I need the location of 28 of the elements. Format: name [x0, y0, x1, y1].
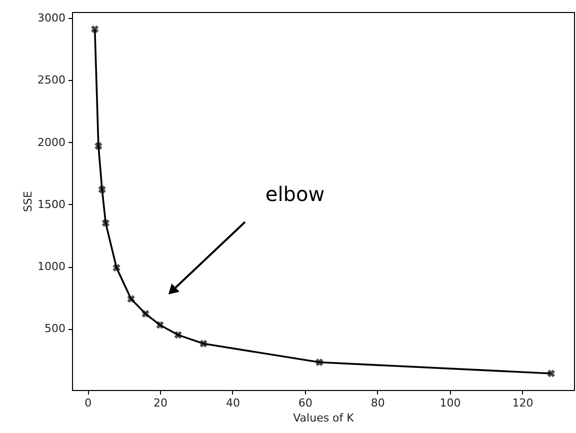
x-tick-label: 120 — [512, 396, 534, 410]
x-tick-label: 0 — [84, 396, 92, 410]
annotation: elbow — [265, 182, 325, 206]
x-tick-label: 60 — [298, 396, 312, 410]
x-tick-label: 20 — [154, 396, 168, 410]
point — [316, 358, 324, 366]
point — [156, 321, 164, 329]
y-tick-label: 1000 — [38, 260, 66, 274]
x-tick-label: 40 — [226, 396, 240, 410]
y-tick-label: 3000 — [38, 11, 66, 24]
point — [142, 310, 150, 318]
point — [127, 295, 135, 303]
point — [112, 264, 120, 272]
x-tick-label: 80 — [370, 396, 385, 410]
x-axis-title: Values of K — [293, 412, 355, 424]
x-tick-label: 100 — [440, 396, 461, 410]
point — [98, 186, 106, 194]
y-tick-label: 2500 — [38, 74, 66, 87]
point — [90, 25, 99, 33]
y-tick-label: 500 — [44, 322, 66, 336]
point — [94, 142, 102, 150]
point — [102, 219, 110, 227]
point — [547, 370, 556, 378]
y-tick-label: 2000 — [38, 136, 66, 149]
point — [200, 340, 208, 348]
y-tick-label: 1500 — [38, 198, 66, 211]
y-axis-title: SSE — [22, 190, 35, 212]
point — [174, 331, 182, 339]
